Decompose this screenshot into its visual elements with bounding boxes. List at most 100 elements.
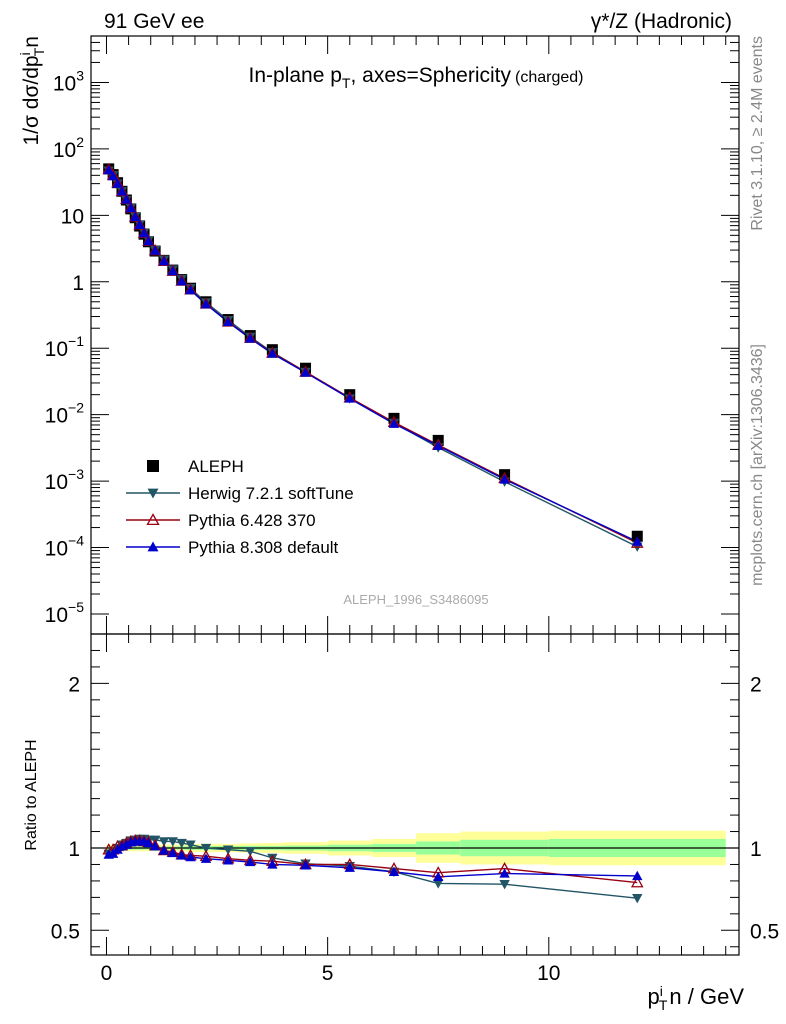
main-y-tick-base: 10 (53, 139, 76, 162)
ratio-data-point (121, 839, 132, 849)
main-y-tick-exponent: −2 (68, 400, 84, 416)
ratio-data-point (185, 840, 196, 850)
ratio-y-tick-label-left: 0.5 (51, 920, 80, 943)
legend-label: Herwig 7.2.1 softTune (188, 484, 354, 503)
ratio-plot-frame (90, 633, 740, 956)
ratio-data-point (433, 879, 444, 889)
main-y-tick-exponent: 3 (76, 67, 84, 83)
main-y-tick-base: 1 (72, 272, 84, 295)
main-y-tick-label: 10−3 (45, 466, 85, 494)
aleph-data-point (631, 530, 643, 542)
main-y-tick-exponent: −5 (68, 599, 84, 615)
analysis-watermark: ALEPH_1996_S3486095 (343, 592, 488, 607)
ratio-data-point (185, 851, 196, 862)
ratio-y-axis-label: Ratio to ALEPH (23, 739, 40, 850)
mc-data-point (158, 255, 170, 266)
main-y-tick-label: 10−2 (45, 400, 85, 428)
mc-data-point (433, 440, 444, 450)
mc-data-point (222, 316, 234, 327)
legend-marker (147, 541, 159, 552)
mc-data-point (116, 186, 128, 196)
ratio-data-point (499, 868, 510, 878)
ratio-y-tick-label-right: 0.5 (750, 920, 779, 943)
legend-marker (146, 513, 160, 526)
mc-data-point (103, 164, 114, 175)
ratio-y-tick-label-right: 1 (750, 838, 762, 861)
mc-data-point (267, 348, 278, 358)
ratio-data-point (499, 880, 510, 890)
ratio-data-point (632, 870, 643, 881)
ratio-data-point (167, 847, 179, 858)
mc-data-point (499, 474, 510, 484)
ratio-data-point (344, 862, 355, 872)
ratio-data-point (245, 856, 256, 867)
main-y-tick-base: 10 (53, 72, 76, 95)
mc-data-point (125, 202, 137, 213)
ratio-y-tick-label-right: 2 (750, 673, 762, 696)
main-y-tick-exponent: −1 (68, 333, 84, 349)
ratio-data-point (167, 837, 179, 847)
main-y-tick-label: 1 (72, 272, 84, 295)
ratio-data-point (158, 837, 170, 847)
main-plot-title: In-plane pT, axes=Sphericity (charged) (249, 64, 584, 91)
side-text-rivet: Rivet 3.1.10, ≥ 2.4M events (749, 36, 766, 231)
header-left: 91 GeV ee (104, 10, 204, 33)
main-y-tick-base: 10 (45, 471, 68, 494)
main-y-tick-label: 10 (61, 205, 84, 228)
ratio-data-point (176, 838, 187, 849)
mc-data-point (200, 298, 212, 309)
mc-data-point (176, 276, 187, 286)
mc-data-point (112, 178, 123, 188)
mc-data-point (149, 245, 161, 255)
main-y-tick-base: 10 (45, 405, 68, 428)
main-y-tick-base: 10 (45, 338, 68, 361)
mc-data-point (121, 194, 132, 204)
mc-data-point (388, 418, 400, 428)
main-y-tick-label: 103 (53, 67, 84, 95)
x-tick-label: 5 (322, 962, 334, 985)
ratio-data-point (267, 859, 278, 869)
main-y-tick-label: 10−4 (45, 533, 85, 561)
mc-data-point (300, 367, 311, 377)
mc-data-point (167, 265, 179, 276)
legend: ALEPH Herwig 7.2.1 softTune Pythia 6.428 3… (126, 457, 354, 557)
ratio-data-point (630, 876, 644, 888)
ratio-data-point (176, 850, 187, 860)
x-tick-label: 0 (101, 962, 113, 985)
legend-label: ALEPH (188, 457, 244, 476)
mc-data-point (130, 211, 141, 221)
ratio-data-point (433, 871, 444, 881)
ratio-data-point (245, 847, 256, 857)
legend-label: Pythia 8.308 default (188, 538, 339, 557)
ratio-data-point (300, 860, 311, 870)
main-y-tick-base: 10 (45, 604, 68, 627)
x-axis-label: pi Tn / GeV (647, 983, 744, 1013)
mc-data-point (185, 284, 196, 295)
mc-data-point (344, 393, 355, 403)
mc-data-point (107, 170, 119, 181)
legend-marker (147, 460, 159, 472)
mc-data-point (143, 235, 154, 246)
main-y-tick-label: 10−5 (45, 599, 85, 627)
ratio-y-tick-label-left: 1 (68, 838, 80, 861)
ratio-data-point (222, 845, 234, 855)
ratio-data-point (388, 866, 400, 877)
main-y-tick-label: 10−1 (45, 333, 85, 361)
header-right: γ*/Z (Hadronic) (591, 10, 732, 33)
main-y-axis-label: 1/σ dσ/dpiTn (17, 36, 47, 146)
ratio-data-point (222, 855, 234, 865)
ratio-data-point (267, 853, 278, 864)
main-y-tick-label: 102 (53, 134, 84, 162)
ratio-data-point (158, 845, 170, 855)
ratio-data-point (200, 843, 212, 854)
main-y-tick-base: 10 (45, 538, 68, 561)
x-tick-label: 10 (537, 962, 560, 985)
legend-label: Pythia 6.428 370 (188, 511, 316, 530)
ratio-data-point (149, 841, 161, 851)
mc-data-point (138, 227, 150, 238)
ratio-y-tick-label-left: 2 (68, 673, 80, 696)
side-text-mcplots: mcplots.cern.ch [arXiv:1306.3436] (749, 344, 766, 586)
aleph-data-point (388, 412, 400, 424)
mc-data-point (134, 219, 145, 229)
